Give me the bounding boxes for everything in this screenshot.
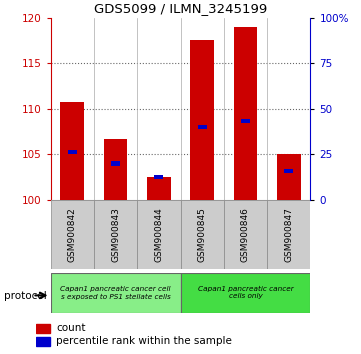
Bar xyxy=(224,200,267,269)
Text: GSM900847: GSM900847 xyxy=(284,207,293,262)
Text: GSM900845: GSM900845 xyxy=(198,207,206,262)
Bar xyxy=(197,125,207,129)
Text: GSM900844: GSM900844 xyxy=(155,207,163,262)
Bar xyxy=(267,200,310,269)
Title: GDS5099 / ILMN_3245199: GDS5099 / ILMN_3245199 xyxy=(94,2,267,15)
Bar xyxy=(277,154,301,200)
Bar xyxy=(51,273,180,313)
Text: GSM900842: GSM900842 xyxy=(68,207,77,262)
Bar xyxy=(137,200,180,269)
Bar xyxy=(147,177,171,200)
Bar xyxy=(284,169,293,173)
Text: protocol: protocol xyxy=(4,291,46,301)
Bar xyxy=(190,40,214,200)
Text: GSM900843: GSM900843 xyxy=(111,207,120,262)
Bar xyxy=(51,200,94,269)
Bar xyxy=(234,27,257,200)
Text: GSM900846: GSM900846 xyxy=(241,207,250,262)
Text: percentile rank within the sample: percentile rank within the sample xyxy=(56,336,232,346)
Bar xyxy=(154,175,164,179)
Bar xyxy=(241,119,250,123)
Bar xyxy=(60,102,84,200)
Bar xyxy=(68,150,77,154)
Bar xyxy=(94,200,137,269)
Bar xyxy=(180,273,310,313)
Text: Capan1 pancreatic cancer cell
s exposed to PS1 stellate cells: Capan1 pancreatic cancer cell s exposed … xyxy=(60,286,171,299)
Text: count: count xyxy=(56,324,86,333)
Bar xyxy=(104,139,127,200)
Bar xyxy=(111,161,120,166)
Bar xyxy=(180,200,224,269)
Bar xyxy=(36,337,50,346)
Bar xyxy=(36,324,50,333)
Text: Capan1 pancreatic cancer
cells only: Capan1 pancreatic cancer cells only xyxy=(197,286,293,299)
